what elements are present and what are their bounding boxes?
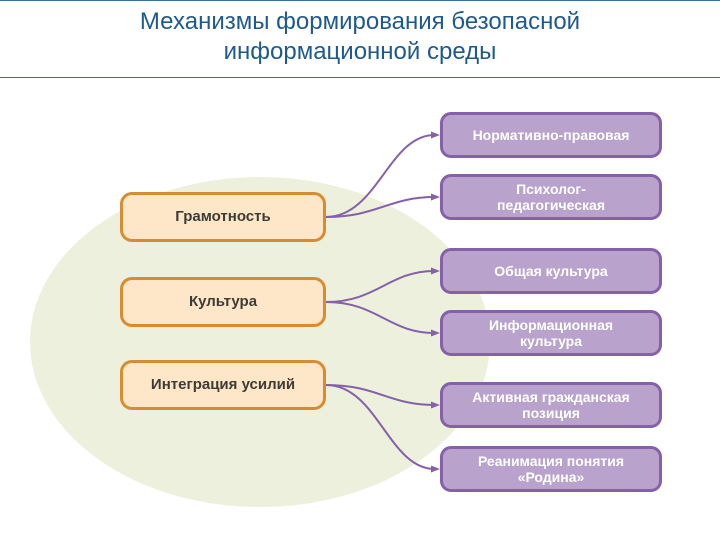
right-node-label: Информационнаякультура [489,317,613,349]
right-node-info-cul: Информационнаякультура [440,310,662,356]
title-band: Механизмы формирования безопасной информ… [0,0,720,78]
right-node-label: Активная гражданскаяпозиция [472,389,629,421]
arrowhead-integration-rodina [431,466,440,473]
left-node-label: Грамотность [175,208,270,225]
title-line-2: информационной среды [10,37,710,67]
right-node-label: Психолог-педагогическая [497,181,605,213]
right-node-psycho: Психолог-педагогическая [440,174,662,220]
left-node-literacy: Грамотность [120,192,326,242]
right-node-civic: Активная гражданскаяпозиция [440,382,662,428]
left-node-label: Культура [189,293,257,310]
right-node-label: Реанимация понятия«Родина» [478,453,624,485]
left-node-label: Интеграция усилий [151,376,295,393]
title-line-1: Механизмы формирования безопасной [10,7,710,37]
right-node-label: Общая культура [494,263,607,279]
right-node-normative: Нормативно-правовая [440,112,662,158]
left-node-integration: Интеграция усилий [120,360,326,410]
left-node-culture: Культура [120,277,326,327]
diagram-stage: Грамотность Культура Интеграция усилий Норм… [0,82,720,540]
right-node-label: Нормативно-правовая [473,127,630,143]
right-node-general-cul: Общая культура [440,248,662,294]
right-node-rodina: Реанимация понятия«Родина» [440,446,662,492]
arrowhead-literacy-psycho [431,194,440,201]
arrowhead-literacy-normative [431,132,440,139]
